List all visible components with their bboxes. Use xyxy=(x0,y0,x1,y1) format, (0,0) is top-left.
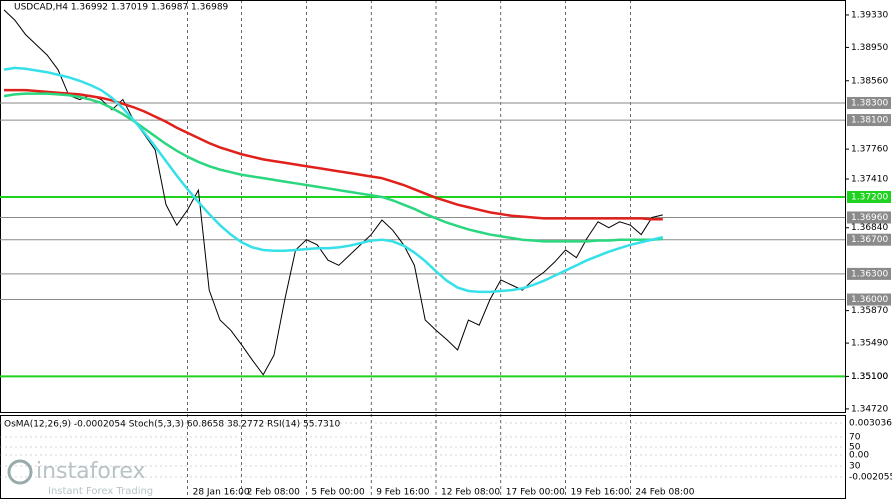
indicator-axis-label: 0.00 xyxy=(849,451,869,461)
x-tick-label: 5 Feb 00:00 xyxy=(311,488,365,498)
brand-tagline: Instant Forex Trading xyxy=(48,486,153,497)
level-box xyxy=(847,114,891,127)
x-tick-label: 12 Feb 08:00 xyxy=(441,488,500,498)
level-label: 1.35100 xyxy=(851,372,888,382)
level-label: 1.37200 xyxy=(851,192,888,202)
y-tick-label: 1.38950 xyxy=(851,43,888,53)
level-label: 1.36300 xyxy=(851,269,888,279)
level-box xyxy=(847,190,891,203)
main-panel xyxy=(0,0,846,413)
x-tick-label: 24 Feb 08:00 xyxy=(635,488,694,498)
x-tick-label: 2 Feb 08:00 xyxy=(247,488,301,498)
x-tick-label: 9 Feb 16:00 xyxy=(376,488,430,498)
x-tick-label: 28 Jan 16:00 xyxy=(193,488,250,498)
y-tick-label: 1.37410 xyxy=(851,175,888,185)
level-label: 1.38100 xyxy=(851,116,888,126)
level-label: 1.36960 xyxy=(851,213,888,223)
y-tick-label: 1.35490 xyxy=(851,339,888,349)
indicator-axis-label: 50 xyxy=(849,443,861,453)
indicator-axis-label: 70 xyxy=(849,433,861,443)
logo: instaforex Instant Forex Trading xyxy=(7,459,153,497)
level-box xyxy=(847,211,891,224)
y-tick-label: 1.35870 xyxy=(851,306,888,316)
indicator-title: OsMA(12,26,9) -0.0002054 Stoch(5,3,3) 60… xyxy=(4,420,340,430)
y-tick-label: 1.39330 xyxy=(851,10,888,20)
series-line xyxy=(3,66,664,294)
indicator-axis-label: 0.0030362 xyxy=(849,419,892,429)
series-line xyxy=(3,92,663,243)
level-label: 1.36700 xyxy=(851,235,888,245)
logo-icon xyxy=(7,459,33,485)
level-box xyxy=(847,96,891,109)
level-label: 1.38300 xyxy=(851,98,888,108)
y-tick-label: 1.36840 xyxy=(851,223,888,233)
indicator-axis-label: -0.002055 xyxy=(849,473,892,483)
level-box xyxy=(847,293,891,306)
chart-title: USDCAD,H4 1.36992 1.37019 1.36987 1.3698… xyxy=(14,3,229,13)
indicator-axis-label: 30 xyxy=(849,462,861,472)
y-tick-label: 1.37760 xyxy=(851,145,888,155)
brand-name: instaforex xyxy=(36,459,146,484)
level-box xyxy=(847,233,891,246)
level-label: 1.36000 xyxy=(851,295,888,305)
x-tick-label: 17 Feb 00:00 xyxy=(506,488,565,498)
x-tick-label: 19 Feb 16:00 xyxy=(571,488,630,498)
indicator-panel xyxy=(0,415,846,499)
y-tick-label: 1.34720 xyxy=(851,404,888,414)
y-tick-label: 1.38560 xyxy=(851,76,888,86)
y-tick-label: 1.35100 xyxy=(851,372,888,382)
level-box xyxy=(847,267,891,280)
